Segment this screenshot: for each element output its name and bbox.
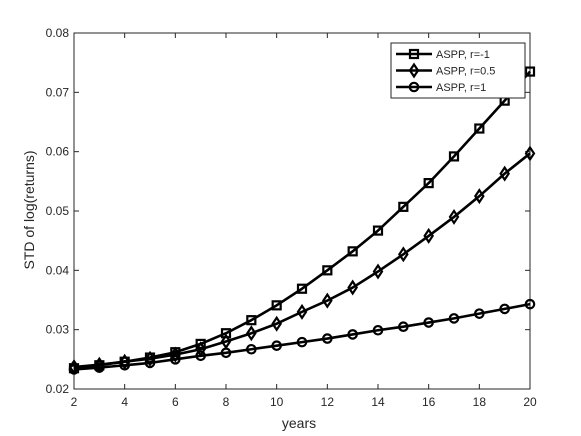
data-point [271, 300, 282, 311]
data-point [448, 208, 460, 225]
axes: 2 4 6 8 10 12 14 16 18 20 0.02 0.03 0.04 0.05 0.06 0.07… [46, 26, 537, 409]
legend-item: ASPP, r=-1 [396, 48, 490, 61]
data-point [347, 279, 358, 296]
data-point [296, 303, 308, 320]
data-point [448, 151, 460, 162]
x-axis-title: years [282, 415, 316, 431]
data-point [423, 227, 434, 244]
legend: ASPP, r=-1 ASPP, r=0.5 ASPP, r=1 [390, 42, 526, 99]
x-tick-label: 8 [223, 395, 230, 409]
data-point [144, 350, 156, 367]
data-point [296, 283, 308, 294]
series-line [73, 302, 531, 371]
x-tick-label: 14 [371, 395, 385, 409]
data-point [246, 343, 257, 355]
data-point [220, 347, 232, 359]
data-point [322, 265, 333, 276]
series-1 [68, 66, 536, 374]
x-tick-label: 2 [71, 395, 78, 409]
legend-label: ASPP, r=0.5 [436, 66, 495, 78]
data-point [423, 178, 434, 189]
data-point [398, 201, 409, 212]
legend-marker [408, 62, 420, 79]
y-tick-label: 0.06 [46, 145, 70, 159]
data-point [322, 333, 333, 344]
data-point [347, 329, 358, 340]
x-tick-label: 20 [523, 395, 537, 409]
data-point [170, 354, 181, 365]
data-point [474, 308, 485, 319]
data-point [119, 353, 130, 370]
legend-marker [408, 81, 420, 93]
data-point [524, 66, 536, 77]
data-point [347, 246, 358, 257]
data-point [372, 263, 384, 280]
series-3 [68, 298, 536, 375]
data-point [448, 313, 460, 324]
data-point [68, 364, 80, 375]
legend-item: ASPP, r=1 [396, 81, 486, 94]
y-axis-title: STD of log(returns) [21, 150, 37, 269]
data-point [474, 188, 485, 205]
series-2 [68, 145, 536, 376]
data-point [246, 315, 257, 326]
x-tick-label: 16 [422, 395, 436, 409]
x-tick-label: 12 [321, 395, 335, 409]
data-point [94, 356, 105, 373]
x-tick-label: 18 [473, 395, 487, 409]
legend-marker [408, 48, 420, 60]
data-point [499, 303, 510, 315]
x-tick-label: 4 [121, 395, 128, 409]
data-point [271, 340, 282, 351]
y-tick-label: 0.03 [46, 323, 70, 337]
data-point [474, 123, 485, 134]
y-tick-label: 0.04 [46, 263, 70, 277]
data-point [372, 225, 384, 236]
x-tick-label: 10 [270, 395, 284, 409]
data-point [372, 324, 384, 336]
y-tick-label: 0.07 [46, 85, 70, 99]
data-point [271, 315, 282, 332]
x-tick-label: 6 [172, 395, 179, 409]
legend-item: ASPP, r=0.5 [396, 62, 495, 79]
data-point [423, 317, 434, 328]
data-point [144, 357, 156, 369]
legend-label: ASPP, r=1 [436, 82, 486, 94]
data-point [119, 359, 130, 371]
y-tick-label: 0.05 [46, 204, 70, 218]
series-line [73, 70, 531, 370]
data-point [524, 298, 536, 310]
data-point [195, 350, 206, 362]
data-point [524, 145, 536, 162]
legend-label: ASPP, r=-1 [436, 49, 490, 61]
data-point [322, 292, 333, 309]
series-line [73, 152, 531, 369]
y-tick-label: 0.02 [46, 382, 70, 396]
data-point [296, 336, 308, 348]
data-point [94, 362, 105, 373]
series-layer [68, 66, 536, 376]
data-point [499, 165, 510, 182]
y-tick-label: 0.08 [46, 26, 70, 40]
data-point [398, 321, 409, 332]
data-point [246, 325, 257, 342]
data-point [398, 246, 409, 263]
